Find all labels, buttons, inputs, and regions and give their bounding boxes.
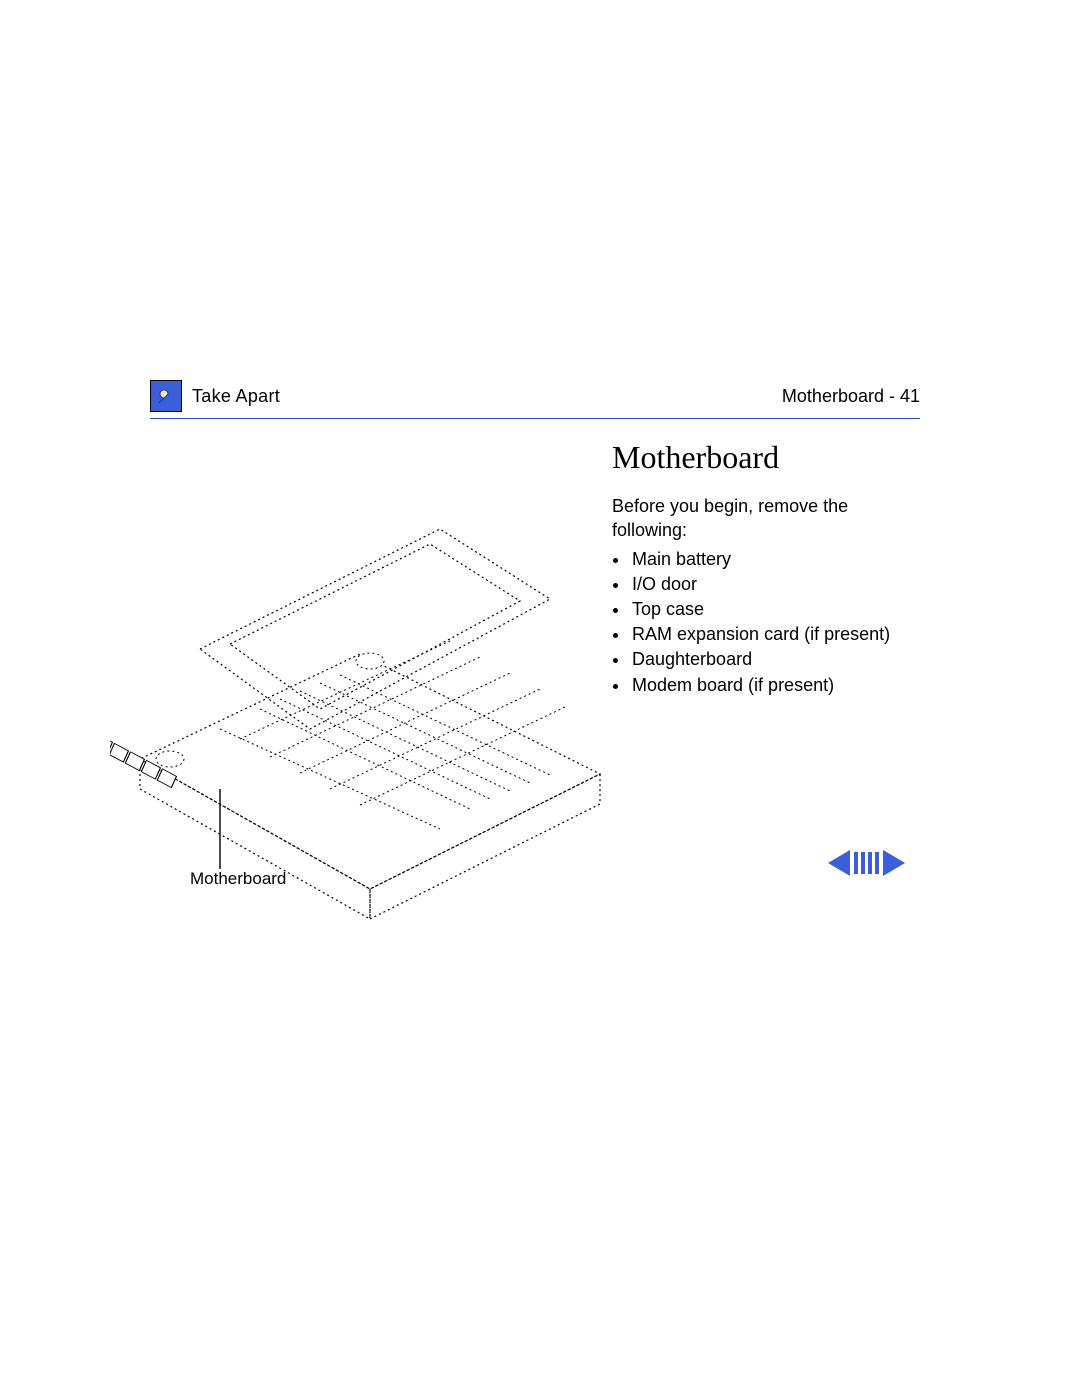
- next-page-icon[interactable]: [883, 850, 905, 876]
- page-title: Motherboard: [612, 439, 912, 476]
- list-item: Modem board (if present): [630, 673, 912, 698]
- section-label: Take Apart: [192, 386, 280, 407]
- page-nav: [828, 850, 905, 876]
- list-item: Main battery: [630, 547, 912, 572]
- diagram-caption: Motherboard: [190, 869, 286, 889]
- document-page: Take Apart Motherboard - 41: [150, 380, 920, 429]
- section-icon: [150, 380, 182, 412]
- nav-bars-icon: [854, 852, 879, 874]
- page-header: Take Apart Motherboard - 41: [150, 380, 920, 412]
- wrench-icon: [154, 384, 178, 408]
- list-item: Top case: [630, 597, 912, 622]
- laptop-diagram: [110, 429, 610, 929]
- intro-text: Before you begin, remove the following:: [612, 494, 912, 543]
- list-item: Daughterboard: [630, 647, 912, 672]
- list-item: I/O door: [630, 572, 912, 597]
- list-item: RAM expansion card (if present): [630, 622, 912, 647]
- header-left: Take Apart: [150, 380, 280, 412]
- page-reference: Motherboard - 41: [782, 386, 920, 407]
- text-column: Motherboard Before you begin, remove the…: [612, 439, 912, 698]
- removal-list: Main battery I/O door Top case RAM expan…: [612, 547, 912, 698]
- prev-page-icon[interactable]: [828, 850, 850, 876]
- header-rule: [150, 418, 920, 419]
